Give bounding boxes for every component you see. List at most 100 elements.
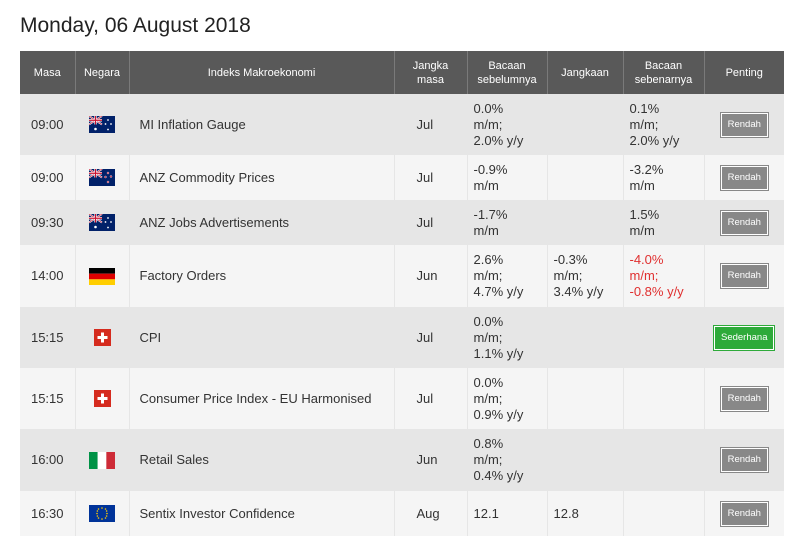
event-cell[interactable]: ANZ Jobs Advertisements xyxy=(129,200,395,245)
country-cell xyxy=(75,368,130,429)
country-cell xyxy=(75,429,130,491)
actual-cell xyxy=(623,307,705,368)
period-cell: Jul xyxy=(394,368,468,429)
time-cell: 15:15 xyxy=(20,307,76,368)
event-cell[interactable]: Factory Orders xyxy=(129,245,395,307)
previous-cell: 0.8% m/m; 0.4% y/y xyxy=(467,429,548,491)
forecast-cell xyxy=(547,155,624,200)
header-time: Masa xyxy=(20,51,76,94)
importance-badge: Rendah xyxy=(719,385,769,412)
event-cell[interactable]: MI Inflation Gauge xyxy=(129,94,395,155)
previous-value-line: 2.0% y/y xyxy=(473,132,524,148)
previous-value-line: m/m xyxy=(473,177,499,193)
importance-cell: Rendah xyxy=(704,429,784,491)
time-cell: 09:00 xyxy=(20,94,76,155)
previous-value-line: 12.1 xyxy=(473,505,499,521)
actual-cell xyxy=(623,491,705,536)
period-cell: Jun xyxy=(394,429,468,491)
importance-badge: Rendah xyxy=(719,500,769,527)
previous-value-line: m/m; xyxy=(473,452,503,467)
previous-cell: 0.0% m/m; 0.9% y/y xyxy=(467,368,548,429)
actual-value-line: 2.0% y/y xyxy=(629,132,680,148)
event-cell[interactable]: Retail Sales xyxy=(129,429,395,491)
eu-flag-icon xyxy=(89,505,115,523)
previous-value-line: 0.9% y/y xyxy=(473,406,524,422)
forecast-cell: -0.3% m/m; 3.4% y/y xyxy=(547,245,624,307)
header-event: Indeks Makroekonomi xyxy=(129,51,395,94)
event-cell[interactable]: Consumer Price Index - EU Harmonised xyxy=(129,368,395,429)
header-country: Negara xyxy=(75,51,130,94)
previous-value-line: m/m; xyxy=(473,390,503,406)
event-cell[interactable]: CPI xyxy=(129,307,395,368)
header-period: Jangka masa xyxy=(394,51,468,94)
germany-flag-icon xyxy=(89,267,115,285)
previous-value-line: m/m; xyxy=(473,329,503,345)
switzerland-flag-icon xyxy=(89,329,115,347)
importance-cell: Rendah xyxy=(704,94,784,155)
importance-badge: Rendah xyxy=(719,447,769,473)
importance-cell: Rendah xyxy=(704,368,784,429)
actual-value-line: 0.1% xyxy=(629,100,660,116)
time-cell: 09:30 xyxy=(20,200,76,245)
previous-value-line: 4.7% y/y xyxy=(473,284,524,299)
header-previous: Bacaan sebelumnya xyxy=(467,51,548,94)
forecast-value-line: 3.4% y/y xyxy=(553,284,604,299)
previous-cell: 0.0% m/m; 2.0% y/y xyxy=(467,94,548,155)
previous-value-line: 2.6% xyxy=(473,252,504,267)
economic-calendar-table: Masa Negara Indeks Makroekonomi Jangka m… xyxy=(20,51,784,536)
actual-value-line: m/m; xyxy=(629,116,659,132)
previous-cell: 12.1 xyxy=(467,491,548,536)
forecast-value-line: m/m; xyxy=(553,268,583,283)
previous-value-line: m/m xyxy=(473,222,499,238)
previous-value-line: m/m; xyxy=(473,116,503,132)
time-cell: 16:30 xyxy=(20,491,76,536)
forecast-cell xyxy=(547,307,624,368)
country-cell xyxy=(75,307,130,368)
forecast-value-line: -0.3% xyxy=(553,252,588,267)
page-title: Monday, 06 August 2018 xyxy=(20,14,251,37)
table-body: 09:00 MI Inflation Gauge Jul 0.0% m/m; 2.0% y… xyxy=(20,94,784,536)
importance-badge: Rendah xyxy=(719,111,769,138)
importance-badge: Rendah xyxy=(719,263,769,289)
australia-flag-icon xyxy=(88,115,115,134)
new-zealand-flag-icon xyxy=(88,168,115,187)
table-header-row: Masa Negara Indeks Makroekonomi Jangka m… xyxy=(20,51,784,94)
previous-value-line: 0.4% y/y xyxy=(473,468,524,483)
previous-cell: -1.7% m/m xyxy=(467,200,548,245)
previous-value-line: 0.0% xyxy=(473,374,504,390)
italy-flag-icon xyxy=(89,451,115,469)
period-cell: Jun xyxy=(394,245,468,307)
table-row: 16:30 Sentix Investor Confidence Aug 12.1 12… xyxy=(20,491,784,536)
previous-cell: 2.6% m/m; 4.7% y/y xyxy=(467,245,548,307)
period-cell: Jul xyxy=(394,155,468,200)
event-cell[interactable]: Sentix Investor Confidence xyxy=(129,491,395,536)
table-row: 14:00 Factory Orders Jun 2.6% m/m; 4.7% y/y -0… xyxy=(20,245,784,307)
actual-value-line: -4.0% xyxy=(629,252,664,267)
period-cell: Aug xyxy=(394,491,468,536)
importance-cell: Rendah xyxy=(704,200,784,245)
actual-cell: 1.5% m/m xyxy=(623,200,705,245)
actual-cell xyxy=(623,429,705,491)
importance-cell: Rendah xyxy=(704,245,784,307)
actual-cell: -4.0% m/m; -0.8% y/y xyxy=(623,245,705,307)
actual-cell: -3.2% m/m xyxy=(623,155,705,200)
previous-cell: -0.9% m/m xyxy=(467,155,548,200)
header-forecast: Jangkaan xyxy=(547,51,624,94)
table-row: 09:30 ANZ Jobs Advertisements Jul -1.7% m/m 1… xyxy=(20,200,784,245)
event-cell[interactable]: ANZ Commodity Prices xyxy=(129,155,395,200)
previous-value-line: 1.1% y/y xyxy=(473,345,524,361)
period-cell: Jul xyxy=(394,200,468,245)
table-row: 09:00 ANZ Commodity Prices Jul -0.9% m/m -3.2… xyxy=(20,155,784,200)
australia-flag-icon xyxy=(88,213,115,232)
header-importance: Penting xyxy=(704,51,784,94)
time-cell: 09:00 xyxy=(20,155,76,200)
previous-value-line: 0.8% xyxy=(473,436,504,451)
country-cell xyxy=(75,200,130,245)
importance-cell: Rendah xyxy=(704,491,784,536)
actual-value-line: -0.8% y/y xyxy=(629,284,684,299)
forecast-cell xyxy=(547,429,624,491)
previous-value-line: m/m; xyxy=(473,268,503,283)
actual-value-line: m/m; xyxy=(629,268,659,283)
forecast-cell xyxy=(547,368,624,429)
time-cell: 14:00 xyxy=(20,245,76,307)
